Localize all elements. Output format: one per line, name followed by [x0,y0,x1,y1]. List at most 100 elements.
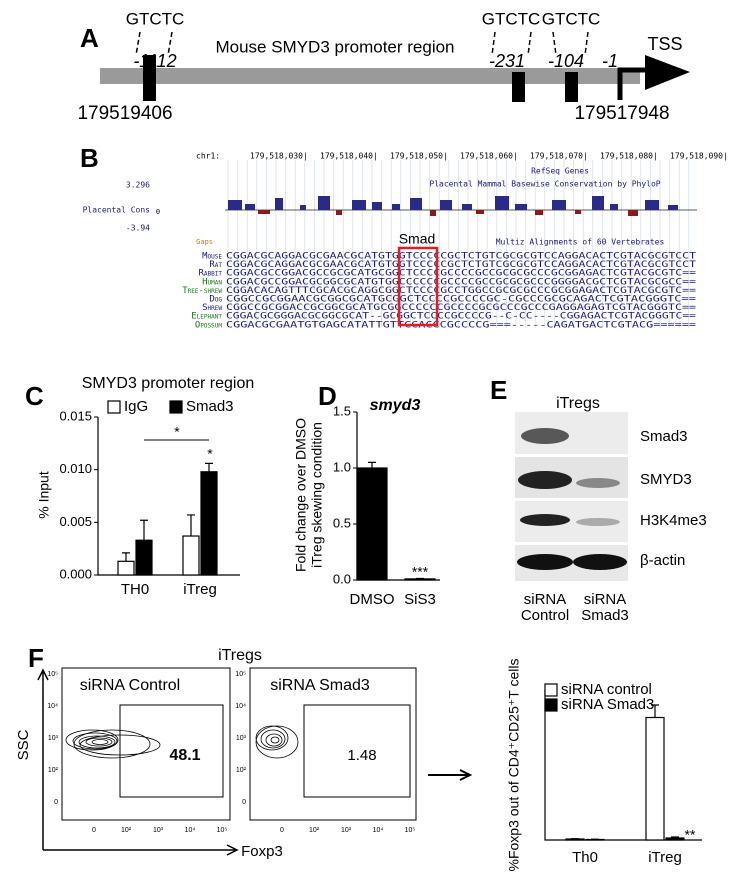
annotation: * [207,446,213,462]
flow-plots [61,667,417,821]
smad-box [397,246,439,327]
coord: 179,518,030| [250,152,308,161]
coord: 179,518,090| [670,152,728,161]
flow-xtick: 10³ [341,827,352,834]
bar [356,467,388,581]
flow-ytick: 0 [242,799,246,806]
cons-bar [495,196,509,210]
y-axis-label: % Input [36,471,52,519]
conservation-track [225,196,697,216]
bar [182,535,200,576]
flow-ylabel: SSC [15,729,32,760]
flow-ytick: 10⁵ [235,671,246,678]
flow-xtick: 10⁵ [405,827,416,834]
species-name: Human [202,277,222,287]
gaps-label: Gaps [196,238,213,246]
chart-title: smyd3 [370,397,421,414]
cons-bar [392,204,400,210]
error-bar [205,462,213,472]
x-tick-label: iTreg [183,581,217,598]
flow-ticks: 10⁵ 10⁴ 10³ 10² 0 0 10² 10³ 10⁴ 10⁵ 10⁵ 10⁴ 10³ 10² 0 0… [47,671,415,834]
sequence: CGGACGCAGGACGCGAACGCATGTGGTCCCCCGCTCTGTC… [226,252,696,262]
track-name: RefSeq Genes [531,167,589,176]
flow-plot-title: siRNA Control [80,677,180,694]
flow-ytick: 10⁴ [47,703,58,710]
blots [515,412,628,581]
tss-arrow [617,67,648,100]
smad-label: Smad [399,231,436,247]
error-bar [368,461,376,468]
lane-label: Control [521,607,569,624]
sequence: CGGACGCGAATGTGAGCATATTGTTCCACCCGCCCCG===… [226,320,696,330]
x-tick-label: TH0 [121,581,149,598]
y-tick-label: 0.000 [59,566,92,581]
chart-title: SMYD3 promoter region [82,375,255,392]
tss-arrowhead [645,55,690,90]
chrom: chr1: [196,152,220,161]
legend-label: siRNA control [561,681,652,698]
blot-row: H3K4me3 [640,512,707,529]
bar [200,471,218,576]
flow-ytick: 10⁵ [47,671,58,678]
y-tick-label: 0.5 [333,515,351,530]
species-name: Mouse [202,252,222,262]
lane-label: Smad3 [581,607,629,624]
lane-label: siRNA [524,591,567,608]
motif: GTCTC [126,9,185,28]
sequence: CGGCCGCGGAACGCGGCGCATGCGGCTCCCCGCCCCGC-C… [226,295,696,305]
annotation: *** [412,564,429,580]
motif: GTCTC [482,9,541,28]
legend-label: Smad3 [186,398,234,415]
cons-bar [372,202,382,210]
panel-letter: D [318,381,337,411]
coord: 179,518,050| [390,152,448,161]
flow-xtick: 10² [121,827,132,834]
flow-xtick: 10⁴ [373,827,384,834]
blot-row: Smad3 [640,428,688,445]
track-name: Placental Mammal Basewise Conservation b… [429,180,660,189]
flow-title: iTregs [218,647,262,664]
panel-letter: E [490,375,507,405]
y-tick-label: 0.0 [333,571,351,586]
track-max: 3.296 [126,181,150,190]
flow-xtick: 10² [309,827,320,834]
cons-bar [336,210,342,215]
axes [97,417,240,576]
annotation: ** [685,827,696,843]
region-label: Mouse SMYD3 promoter region [215,37,454,56]
motif: GTCTC [542,9,601,28]
species-name: Elephant [191,312,222,322]
cons-bar [352,200,366,210]
species-name: Opossum [195,320,222,330]
flow-xtick: 0 [92,827,96,834]
sequence: CGGACGCAGGACGCGAACGCATGTGGTCCCCCGCTCTGTC… [226,260,696,270]
y-tick-label: 1.0 [333,459,351,474]
cons-bar [535,210,543,215]
species-name: Tree-shrew [182,286,222,296]
cons-bar [515,204,527,210]
y-axis-label: Fold change over DMSO [293,418,309,572]
error-bar [140,519,148,541]
cons-bar [258,210,270,214]
position: -1112 [133,51,176,71]
panel-letter: A [80,23,99,53]
flow-plot-title: siRNA Smad3 [270,677,370,694]
cons-bar [300,205,306,210]
coordinate: 179519406 [77,103,172,124]
site-block [512,72,525,102]
sequence: CGGACGCCGGACGCGGCGCATGTGGCCCCCCGCCCCGCCG… [226,277,696,287]
legend-swatch [169,400,183,414]
sequence: CGGACGCGGGACGCGGCGCAT--GCGGCTCCCCGCCCCG-… [226,312,696,322]
flow-ytick: 10⁴ [235,703,246,710]
y-axis-label: iTreg skewing condition [309,422,325,568]
flow-xtick: 10⁵ [217,827,228,834]
error-bar [651,704,659,718]
species-name: Dog [209,295,222,305]
cons-bar [318,196,330,210]
site-block [143,55,156,101]
cons-bar [245,204,255,210]
browser-grid [227,160,690,328]
